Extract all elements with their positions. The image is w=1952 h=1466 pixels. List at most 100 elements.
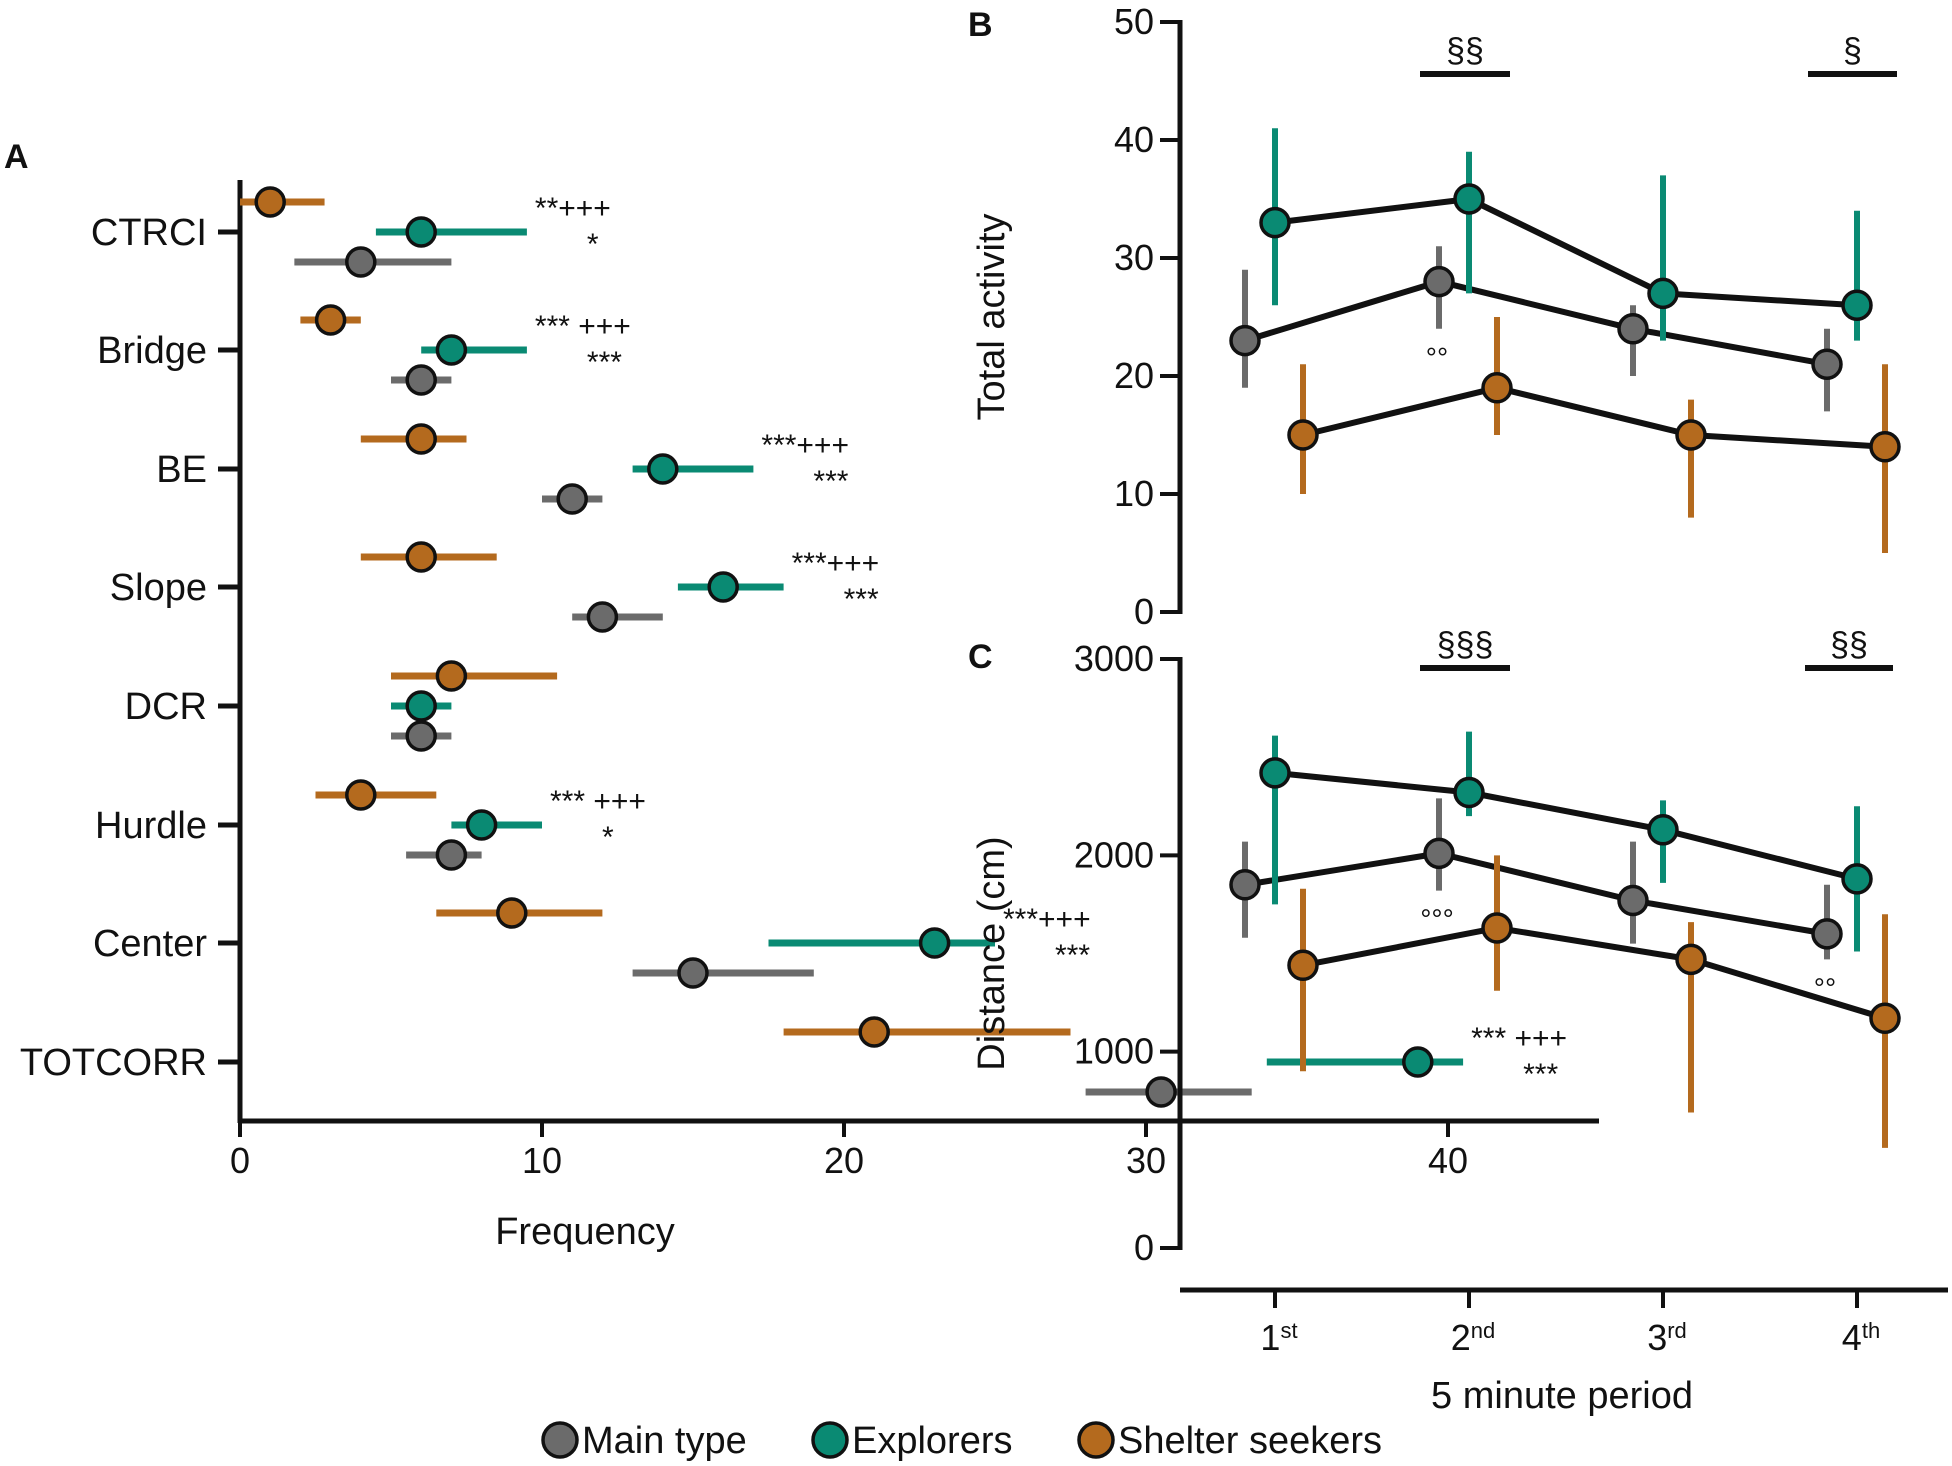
b-point-explorers — [1647, 277, 1679, 310]
a-annotation-lower: *** — [1055, 939, 1090, 972]
b-point-main-type — [1811, 348, 1843, 380]
b-point-main-type — [1229, 324, 1261, 357]
a-point-main-type — [556, 483, 588, 515]
a-annotation-lower: *** — [587, 346, 622, 379]
a-annotation-lower: *** — [844, 583, 879, 616]
a-point-explorers — [405, 216, 437, 248]
panel-c-letter: C — [968, 638, 993, 676]
a-point-main-type — [405, 720, 437, 752]
b-y-tick-label: 0 — [1134, 591, 1154, 632]
b-point-explorers — [1841, 289, 1873, 321]
c-significance-label: §§§ — [1437, 626, 1494, 664]
a-x-label: Frequency — [495, 1211, 675, 1253]
c-y-tick-label: 3000 — [1074, 638, 1154, 679]
a-point-explorers — [707, 571, 739, 603]
a-point-explorers — [918, 927, 951, 959]
c-series-line-explorers — [1274, 769, 1858, 882]
b-y-label: Total activity — [971, 214, 1013, 421]
a-annotation-upper: ***+++ — [792, 547, 880, 580]
b-point-explorers — [1259, 206, 1291, 239]
period-tick-suffix: rd — [1667, 1318, 1687, 1343]
period-tick-number: 2 — [1451, 1317, 1471, 1358]
period-tick-label: 1st — [1260, 1317, 1297, 1358]
b-main-type-mark: °° — [1426, 342, 1448, 373]
b-point-main-type — [1423, 265, 1455, 298]
panel-a-letter: A — [4, 138, 29, 176]
legend-label-shelter-seekers: Shelter seekers — [1118, 1420, 1382, 1462]
a-point-shelter-seekers — [314, 304, 347, 336]
b-series-line-explorers — [1274, 196, 1858, 309]
c-y-tick-label: 0 — [1134, 1227, 1154, 1268]
a-point-explorers — [1402, 1046, 1434, 1078]
b-y-tick-label: 40 — [1114, 119, 1154, 160]
period-axis-label: 5 minute period — [1431, 1375, 1693, 1417]
a-annotation-lower: *** — [1523, 1058, 1558, 1091]
a-annotation-upper: ***+++ — [1003, 903, 1091, 936]
c-main-type-mark: °° — [1814, 972, 1836, 1003]
a-point-explorers — [647, 453, 679, 485]
b-y-tick-label: 30 — [1114, 237, 1154, 278]
legend: Main type Explorers Shelter seekers — [541, 1420, 1382, 1462]
a-annotation-upper: *** +++ — [535, 310, 631, 343]
a-point-main-type — [586, 601, 619, 633]
a-point-explorers — [405, 690, 437, 722]
a-point-shelter-seekers — [858, 1016, 890, 1048]
c-point-explorers — [1453, 776, 1485, 809]
a-category-label-hurdle: Hurdle — [95, 805, 207, 847]
a-point-main-type — [1145, 1076, 1177, 1108]
a-category-label-slope: Slope — [110, 567, 207, 609]
period-tick-suffix: nd — [1471, 1318, 1495, 1343]
c-y-label: Distance (cm) — [971, 836, 1013, 1070]
legend-marker-explorers — [811, 1421, 849, 1459]
c-point-shelter-seekers — [1287, 949, 1319, 982]
a-category-label-dcr: DCR — [125, 686, 207, 728]
b-point-shelter-seekers — [1869, 431, 1901, 463]
a-x-tick-label: 20 — [824, 1140, 864, 1181]
a-annotation-lower: * — [587, 228, 599, 261]
c-point-explorers — [1841, 863, 1873, 895]
c-point-main-type — [1229, 869, 1261, 901]
b-point-shelter-seekers — [1481, 372, 1513, 404]
a-x-tick-label: 10 — [522, 1140, 562, 1181]
legend-label-main-type: Main type — [582, 1420, 747, 1462]
c-point-explorers — [1647, 814, 1679, 846]
b-significance-label: § — [1843, 32, 1862, 70]
a-annotation-lower: * — [602, 821, 614, 854]
a-point-main-type — [435, 839, 468, 871]
a-category-label-bridge: Bridge — [97, 330, 207, 372]
c-main-type-mark: °°° — [1420, 904, 1454, 935]
c-point-shelter-seekers — [1869, 1002, 1901, 1035]
c-point-explorers — [1259, 757, 1291, 789]
a-annotation-upper: **+++ — [535, 192, 611, 225]
b-point-shelter-seekers — [1287, 419, 1319, 451]
panel-b-letter: B — [968, 6, 993, 44]
a-x-tick-label: 0 — [230, 1140, 250, 1181]
a-category-label-center: Center — [93, 923, 207, 965]
b-y-tick-label: 10 — [1114, 473, 1154, 514]
a-x-tick-label: 40 — [1428, 1140, 1468, 1181]
c-point-shelter-seekers — [1481, 912, 1513, 944]
a-point-main-type — [677, 957, 709, 989]
b-point-explorers — [1453, 183, 1485, 215]
a-point-shelter-seekers — [405, 541, 437, 573]
a-point-explorers — [465, 809, 498, 841]
b-y-tick-label: 20 — [1114, 355, 1154, 396]
a-point-shelter-seekers — [254, 186, 286, 218]
a-point-shelter-seekers — [405, 423, 437, 455]
a-point-shelter-seekers — [496, 897, 528, 929]
c-point-main-type — [1811, 918, 1843, 950]
b-point-shelter-seekers — [1675, 419, 1707, 451]
legend-marker-shelter-seekers — [1077, 1421, 1115, 1459]
a-category-label-totcorr: TOTCORR — [20, 1042, 207, 1084]
b-point-main-type — [1617, 313, 1649, 345]
a-annotation-lower: *** — [813, 465, 848, 498]
period-tick-number: 1 — [1260, 1317, 1280, 1358]
legend-marker-main-type — [541, 1421, 579, 1459]
c-series-line-shelter-seekers — [1302, 924, 1886, 1022]
a-category-label-be: BE — [156, 449, 207, 491]
b-series-line-shelter-seekers — [1302, 384, 1886, 450]
legend-label-explorers: Explorers — [852, 1420, 1013, 1462]
b-significance-label: §§ — [1446, 32, 1484, 70]
